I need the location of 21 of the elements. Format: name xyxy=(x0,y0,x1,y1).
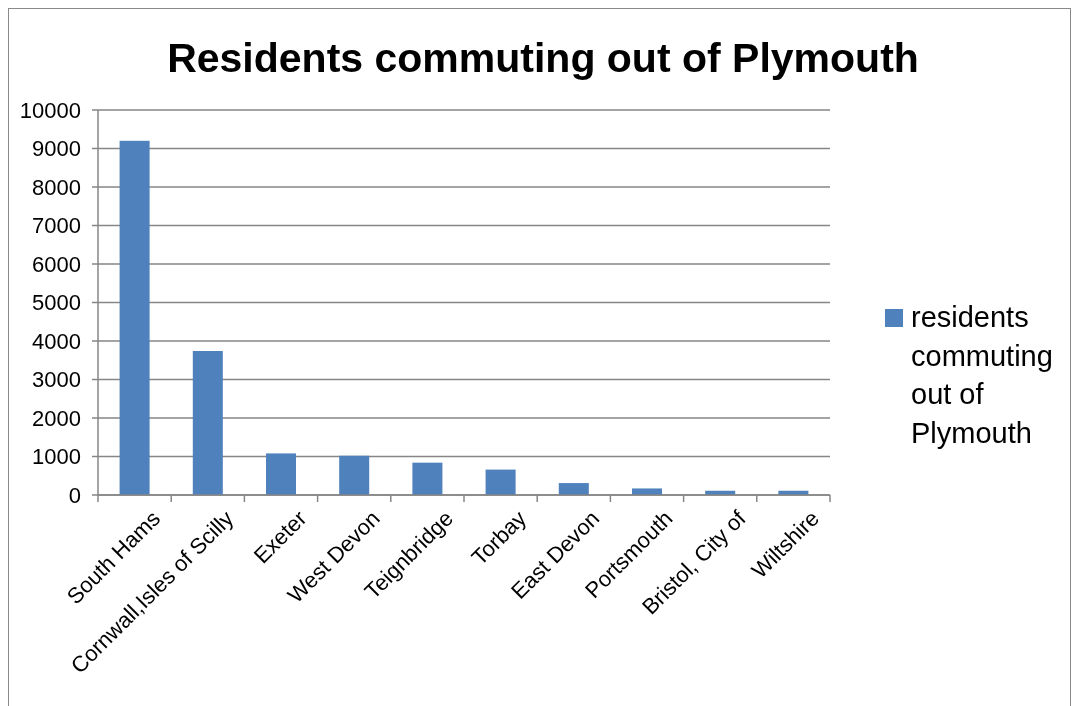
legend-label: residents commuting out of Plymouth xyxy=(911,301,1053,449)
y-tick-label: 6000 xyxy=(32,251,81,277)
y-tick-label: 5000 xyxy=(32,290,81,316)
bar xyxy=(265,453,297,495)
y-tick-label: 4000 xyxy=(32,328,81,354)
y-tick-label: 2000 xyxy=(32,405,81,431)
y-tick-label: 9000 xyxy=(32,136,81,162)
bar xyxy=(631,488,663,495)
bar xyxy=(192,351,223,495)
bar xyxy=(558,483,589,495)
y-tick-label: 0 xyxy=(68,482,81,508)
bar xyxy=(485,469,516,495)
chart-title: Residents commuting out of Plymouth xyxy=(167,35,919,81)
bar xyxy=(119,140,150,495)
y-tick-label: 3000 xyxy=(32,367,81,393)
y-tick-label: 7000 xyxy=(32,213,81,239)
y-tick-label: 8000 xyxy=(32,174,81,200)
bar xyxy=(339,455,370,495)
y-tick-label: 1000 xyxy=(32,444,81,470)
y-tick-label: 10000 xyxy=(19,97,81,123)
bar xyxy=(412,462,443,495)
